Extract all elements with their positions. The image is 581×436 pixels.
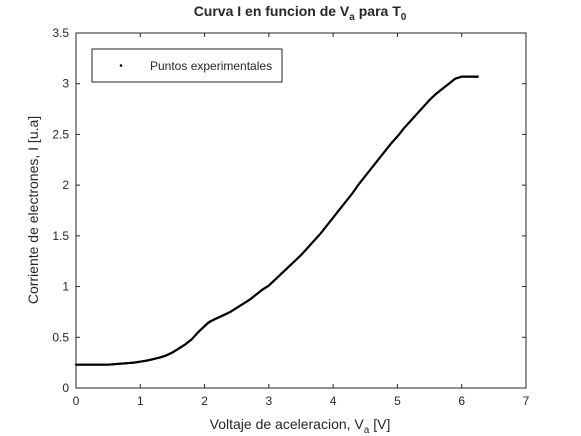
y-tick-label: 2: [62, 178, 69, 192]
x-tick-label: 3: [266, 394, 273, 408]
y-tick-label: 3: [62, 77, 69, 91]
legend-label: Puntos experimentales: [150, 59, 272, 73]
x-axis-label-main: Voltaje de aceleracion, V: [210, 416, 365, 432]
data-series-points: [74, 75, 479, 366]
chart-title: Curva I en funcion de Va para T0: [194, 3, 407, 23]
x-axis-label-sub: a: [364, 425, 370, 436]
plot-area: [75, 32, 527, 389]
x-axis-ticks: 0 1 2 3 4 5 6 7: [73, 33, 530, 408]
x-tick-label: 2: [201, 394, 208, 408]
chart-title-sub1: a: [349, 12, 355, 23]
legend: Puntos experimentales: [91, 48, 283, 83]
data-point: [476, 75, 479, 78]
legend-marker: [119, 64, 123, 67]
y-axis-label: Corriente de electrones, I [u.a]: [25, 116, 41, 304]
x-tick-label: 1: [137, 394, 144, 408]
legend-box: [91, 48, 283, 83]
chart-title-sub2: 0: [401, 12, 407, 23]
x-tick-label: 7: [523, 394, 530, 408]
y-tick-label: 3.5: [52, 26, 69, 40]
y-tick-label: 1.5: [52, 229, 69, 243]
x-tick-label: 6: [458, 394, 465, 408]
x-tick-label: 5: [394, 394, 401, 408]
x-axis-label-tail: [V]: [369, 416, 390, 432]
x-axis-label: Voltaje de aceleracion, Va [V]: [210, 416, 391, 436]
chart-title-mid: para T: [355, 3, 401, 19]
y-axis-ticks: 0 0.5 1 1.5 2 2.5 3 3.5: [52, 26, 526, 395]
x-tick-label: 0: [73, 394, 80, 408]
y-tick-label: 2.5: [52, 127, 69, 141]
y-tick-label: 0.5: [52, 330, 69, 344]
y-tick-label: 0: [62, 381, 69, 395]
x-tick-label: 4: [330, 394, 337, 408]
y-tick-label: 1: [62, 280, 69, 294]
chart-title-main: Curva I en funcion de V: [194, 3, 350, 19]
